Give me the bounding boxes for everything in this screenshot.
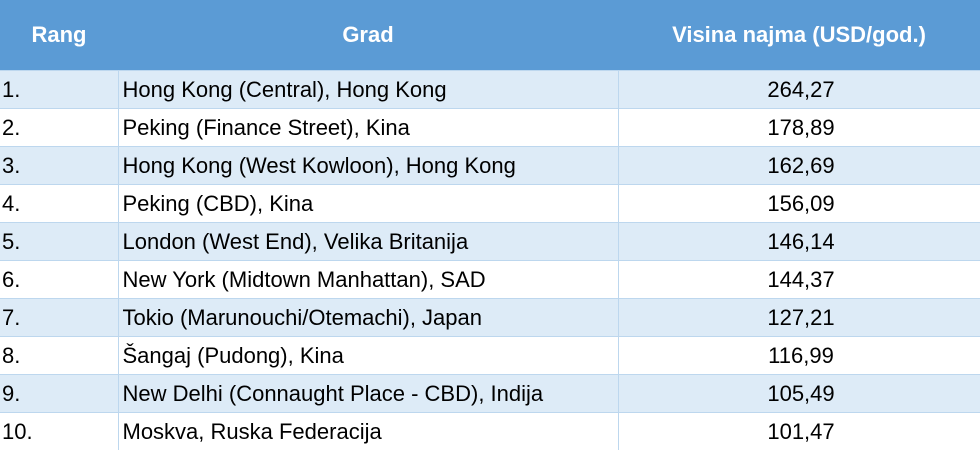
table-cell: 162,69 <box>618 147 980 185</box>
table-cell: London (West End), Velika Britanija <box>118 223 618 261</box>
table-cell: 156,09 <box>618 185 980 223</box>
table-cell: 2. <box>0 109 118 147</box>
table-cell: New Delhi (Connaught Place - CBD), Indij… <box>118 375 618 413</box>
table-cell: 127,21 <box>618 299 980 337</box>
table-cell: 3. <box>0 147 118 185</box>
table-cell: 146,14 <box>618 223 980 261</box>
table-cell: 1. <box>0 71 118 109</box>
table-cell: 264,27 <box>618 71 980 109</box>
table-cell: 105,49 <box>618 375 980 413</box>
table-cell: Šangaj (Pudong), Kina <box>118 337 618 375</box>
table-cell: 116,99 <box>618 337 980 375</box>
table-cell: Tokio (Marunouchi/Otemachi), Japan <box>118 299 618 337</box>
table-cell: 101,47 <box>618 413 980 450</box>
table-cell: 6. <box>0 261 118 299</box>
table-cell: 7. <box>0 299 118 337</box>
table-cell: 8. <box>0 337 118 375</box>
table-cell: 10. <box>0 413 118 450</box>
header-cell: Grad <box>118 0 618 71</box>
table-cell: 9. <box>0 375 118 413</box>
table-cell: Peking (CBD), Kina <box>118 185 618 223</box>
table-cell: Hong Kong (Central), Hong Kong <box>118 71 618 109</box>
table-cell: Hong Kong (West Kowloon), Hong Kong <box>118 147 618 185</box>
table-cell: Peking (Finance Street), Kina <box>118 109 618 147</box>
table-cell: 144,37 <box>618 261 980 299</box>
table-cell: New York (Midtown Manhattan), SAD <box>118 261 618 299</box>
table-cell: 4. <box>0 185 118 223</box>
table-cell: 5. <box>0 223 118 261</box>
header-cell: Rang <box>0 0 118 71</box>
header-cell: Visina najma (USD/god.) <box>618 0 980 71</box>
table-cell: 178,89 <box>618 109 980 147</box>
table-cell: Moskva, Ruska Federacija <box>118 413 618 450</box>
table-row: 9.New Delhi (Connaught Place - CBD), Ind… <box>0 375 980 413</box>
